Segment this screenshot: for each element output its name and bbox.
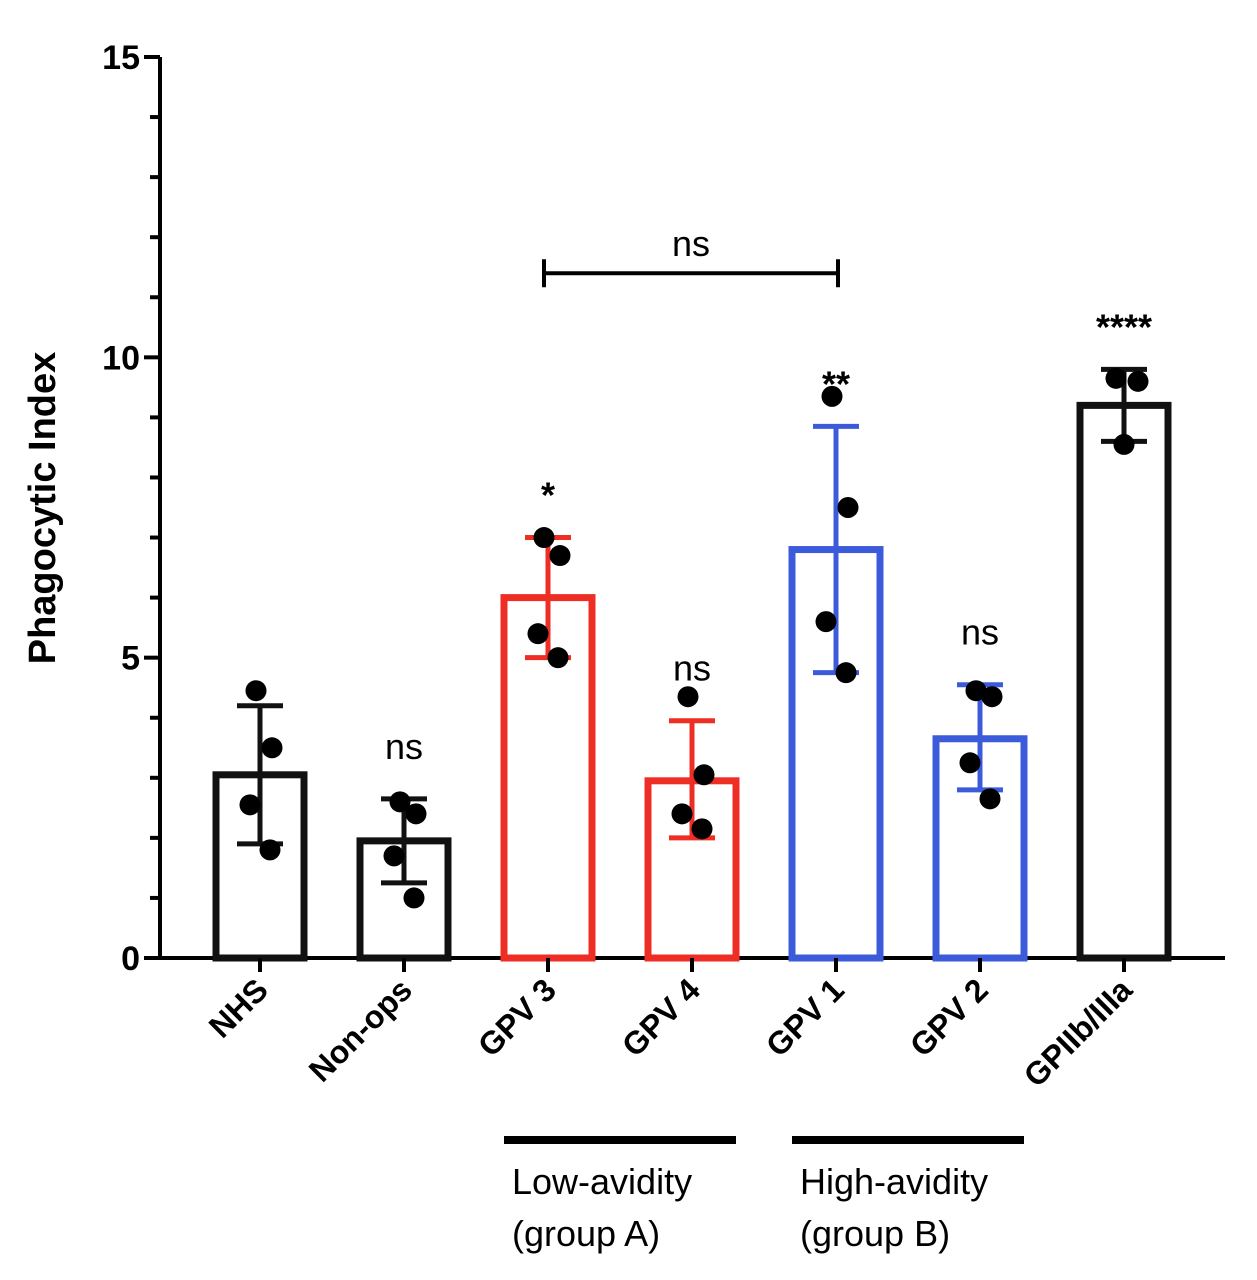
data-point bbox=[979, 788, 1001, 810]
significance-label: ** bbox=[822, 363, 850, 404]
data-point bbox=[405, 803, 427, 825]
data-point bbox=[403, 887, 425, 909]
significance-label: ns bbox=[673, 648, 711, 689]
data-point bbox=[389, 791, 411, 813]
data-point bbox=[1105, 367, 1127, 389]
comparison-label: ns bbox=[672, 223, 710, 264]
x-tick-label: GPIIb/IIIa bbox=[1017, 971, 1139, 1093]
data-point bbox=[677, 686, 699, 708]
bar bbox=[1076, 401, 1172, 962]
y-tick-label: 10 bbox=[102, 339, 140, 377]
data-point bbox=[965, 680, 987, 702]
data-point bbox=[533, 527, 555, 549]
y-tick-label: 0 bbox=[121, 940, 140, 978]
significance-label: **** bbox=[1096, 306, 1152, 347]
significance-label: ns bbox=[385, 726, 423, 767]
x-tick-label: Non-ops bbox=[302, 971, 419, 1088]
data-point bbox=[547, 647, 569, 669]
data-point bbox=[261, 737, 283, 759]
x-tick-label: GPV 4 bbox=[615, 971, 707, 1063]
data-point bbox=[693, 764, 715, 786]
group-label: High-avidity bbox=[800, 1161, 988, 1202]
significance-label: * bbox=[541, 475, 555, 516]
data-point bbox=[527, 623, 549, 645]
group-label: (group B) bbox=[800, 1213, 950, 1254]
data-point bbox=[815, 611, 837, 633]
data-point bbox=[835, 662, 857, 684]
data-point bbox=[259, 839, 281, 861]
data-point bbox=[837, 497, 859, 518]
data-point bbox=[239, 794, 261, 816]
data-point bbox=[383, 845, 405, 867]
x-tick-label: GPV 3 bbox=[471, 971, 563, 1063]
x-tick-label: GPV 2 bbox=[903, 971, 995, 1063]
x-tick-label: GPV 1 bbox=[759, 971, 851, 1063]
plot-area: 0 5 10 15 NHS Non-ops ns GPV 3 * GPV 4 ns GPV 1 ** GP… bbox=[102, 39, 1225, 1254]
y-tick-label: 15 bbox=[102, 39, 140, 77]
data-point bbox=[821, 385, 843, 407]
data-point bbox=[981, 686, 1003, 708]
y-axis-label: Phagocytic Index bbox=[22, 352, 64, 665]
data-point bbox=[1127, 370, 1149, 392]
data-point bbox=[245, 680, 267, 702]
y-tick-label: 5 bbox=[121, 640, 140, 678]
group-label: Low-avidity bbox=[512, 1161, 692, 1202]
data-point bbox=[671, 803, 693, 825]
significance-label: ns bbox=[961, 612, 999, 653]
data-point bbox=[959, 752, 981, 774]
group-label: (group A) bbox=[512, 1213, 660, 1254]
data-point bbox=[1113, 433, 1135, 455]
x-tick-label: NHS bbox=[202, 971, 275, 1044]
data-point bbox=[549, 545, 571, 567]
data-point bbox=[691, 818, 713, 840]
